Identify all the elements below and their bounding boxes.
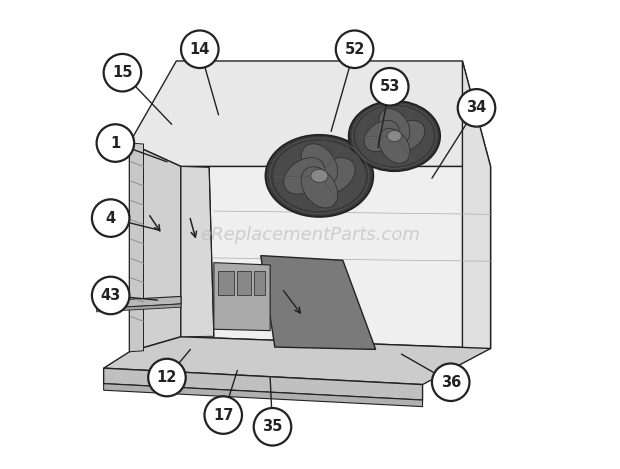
Polygon shape [181,166,490,348]
Polygon shape [261,256,376,349]
Ellipse shape [355,106,434,166]
Polygon shape [104,368,423,400]
Polygon shape [104,384,423,407]
Text: 35: 35 [262,419,283,434]
Text: 34: 34 [466,100,487,115]
Circle shape [336,30,373,68]
Polygon shape [104,337,490,385]
Polygon shape [97,304,181,312]
Text: 15: 15 [112,65,133,80]
Circle shape [181,30,218,68]
Text: eReplacementParts.com: eReplacementParts.com [200,226,420,243]
Circle shape [458,89,495,127]
Circle shape [205,396,242,434]
Ellipse shape [390,121,425,151]
Text: 1: 1 [110,136,120,151]
Ellipse shape [364,121,399,151]
Circle shape [92,277,130,314]
Text: 53: 53 [379,79,400,94]
Circle shape [371,68,409,106]
Ellipse shape [311,169,328,182]
Circle shape [432,363,469,401]
Polygon shape [130,143,181,352]
Text: 43: 43 [100,288,121,303]
Ellipse shape [348,101,440,171]
Circle shape [148,359,186,396]
Ellipse shape [301,167,338,208]
Bar [254,271,265,295]
Ellipse shape [301,144,338,185]
Ellipse shape [379,109,410,144]
Circle shape [254,408,291,446]
Circle shape [92,199,130,237]
Polygon shape [130,61,490,166]
Polygon shape [97,296,181,309]
Polygon shape [214,263,270,331]
Text: 14: 14 [190,42,210,57]
Text: 36: 36 [441,375,461,390]
Circle shape [104,54,141,91]
Ellipse shape [387,130,402,142]
Bar [237,271,251,295]
Circle shape [97,124,134,162]
Bar [218,271,234,295]
Ellipse shape [273,141,366,211]
Polygon shape [181,166,214,337]
Ellipse shape [284,158,325,194]
Text: 12: 12 [157,370,177,385]
Text: 17: 17 [213,408,233,423]
Text: 52: 52 [344,42,365,57]
Ellipse shape [379,129,410,163]
Polygon shape [463,61,490,356]
Polygon shape [130,143,143,352]
Ellipse shape [314,158,355,194]
Text: 4: 4 [105,211,116,226]
Ellipse shape [265,135,373,217]
